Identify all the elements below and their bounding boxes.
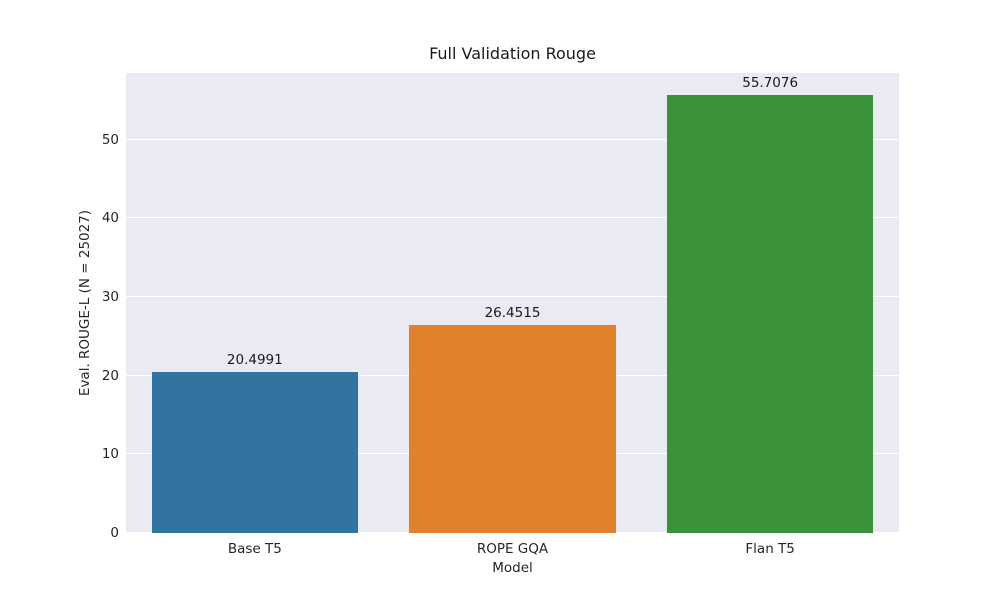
gridline bbox=[126, 138, 899, 140]
bar-value-label: 55.7076 bbox=[742, 74, 799, 91]
y-tick-label: 50 bbox=[101, 131, 119, 148]
gridline bbox=[126, 296, 899, 298]
bar-rope-gqa bbox=[409, 324, 616, 533]
y-tick-label: 40 bbox=[101, 210, 119, 227]
bar-value-label: 26.4515 bbox=[484, 304, 541, 321]
bar-flan-t5 bbox=[667, 94, 874, 533]
x-tick-label: ROPE GQA bbox=[476, 541, 549, 557]
x-tick-label: Base T5 bbox=[227, 541, 282, 557]
y-tick-label: 20 bbox=[101, 367, 119, 384]
y-tick-label: 0 bbox=[110, 525, 119, 541]
y-tick-label: 30 bbox=[101, 289, 119, 306]
plot-area: 20.4991 26.4515 55.7076 bbox=[126, 73, 899, 533]
gridline bbox=[126, 217, 899, 219]
bar-value-label: 20.4991 bbox=[226, 351, 283, 368]
chart-title: Full Validation Rouge bbox=[429, 44, 596, 63]
x-tick-label: Flan T5 bbox=[745, 541, 795, 557]
x-axis-label: Model bbox=[492, 560, 533, 576]
y-tick-label: 10 bbox=[101, 446, 119, 463]
bar-base-t5 bbox=[151, 371, 358, 533]
